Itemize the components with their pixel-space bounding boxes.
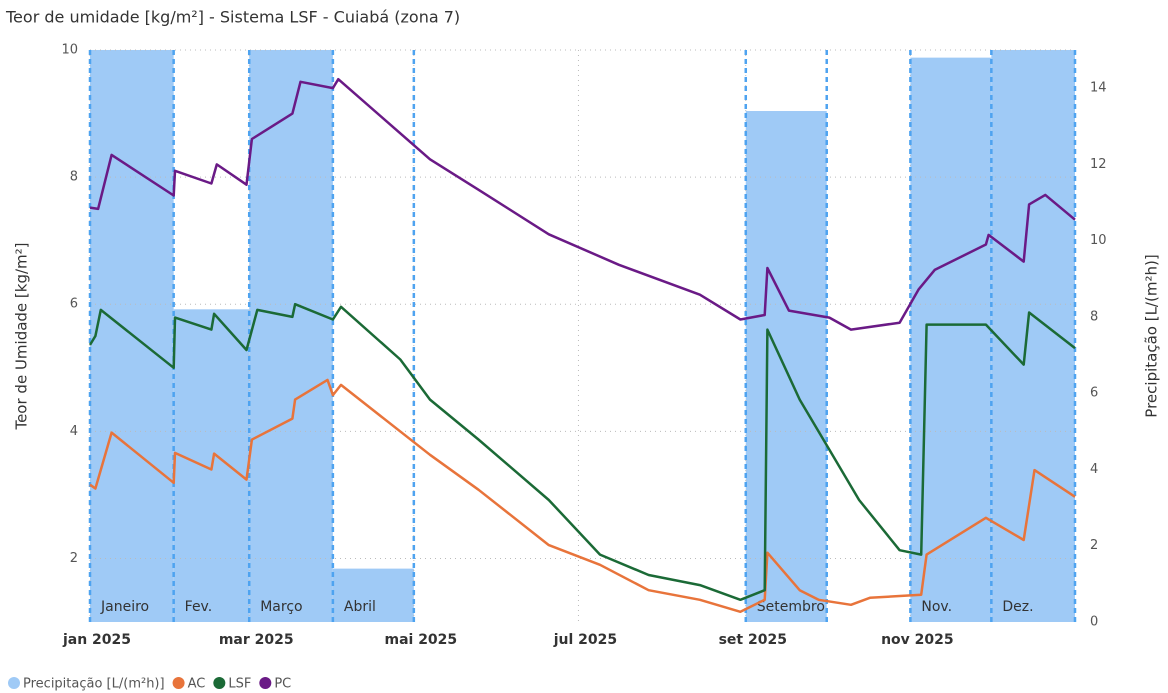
y2-axis-title: Precipitação [L/(m²h)] — [1143, 254, 1161, 417]
precipitation-bar — [249, 50, 333, 622]
x-tick-label: jul 2025 — [553, 632, 617, 648]
y2-tick-label: 0 — [1090, 615, 1098, 630]
series-line — [88, 302, 1076, 602]
chart-title: Teor de umidade [kg/m²] - Sistema LSF - … — [5, 8, 460, 27]
y2-tick-label: 4 — [1090, 462, 1098, 477]
y-tick-label: 4 — [70, 424, 78, 439]
month-label: Abril — [344, 599, 376, 615]
legend-label: PC — [274, 677, 291, 692]
month-label: Setembro — [757, 599, 825, 615]
y-tick-label: 10 — [61, 43, 78, 58]
month-label: Março — [260, 599, 302, 615]
y2-tick-label: 8 — [1090, 309, 1098, 324]
y-tick-label: 6 — [70, 297, 78, 312]
y-tick-label: 2 — [70, 551, 78, 566]
y2-tick-label: 2 — [1090, 538, 1098, 553]
month-label: Nov. — [921, 599, 952, 615]
legend-marker — [259, 677, 272, 689]
y-tick-label: 8 — [70, 170, 78, 185]
series-line — [89, 378, 1076, 614]
precipitation-bar — [910, 57, 992, 623]
legend-label: AC — [188, 677, 206, 692]
legend-marker — [213, 677, 226, 689]
x-tick-label: mai 2025 — [384, 632, 457, 648]
precipitation-bar — [991, 50, 1075, 622]
y2-tick-label: 14 — [1090, 81, 1107, 96]
month-label: Dez. — [1002, 599, 1033, 615]
month-label: Fev. — [185, 599, 213, 615]
y2-tick-label: 6 — [1090, 386, 1098, 401]
series-line — [89, 77, 1076, 331]
precipitation-bar — [745, 111, 827, 622]
month-label: Janeiro — [100, 599, 149, 615]
x-tick-label: nov 2025 — [881, 632, 954, 648]
x-tick-label: jan 2025 — [62, 632, 131, 648]
y2-tick-label: 10 — [1090, 233, 1107, 248]
legend-label: LSF — [228, 677, 251, 692]
x-tick-label: mar 2025 — [219, 632, 294, 648]
legend-marker — [172, 677, 185, 689]
precipitation-bar — [332, 568, 414, 622]
y2-tick-label: 12 — [1090, 157, 1107, 172]
legend-label: Precipitação [L/(m²h)] — [23, 677, 165, 692]
x-tick-label: set 2025 — [719, 632, 787, 648]
y-axis-title: Teor de Umidade [kg/m²] — [13, 242, 31, 430]
legend-marker — [8, 677, 20, 689]
